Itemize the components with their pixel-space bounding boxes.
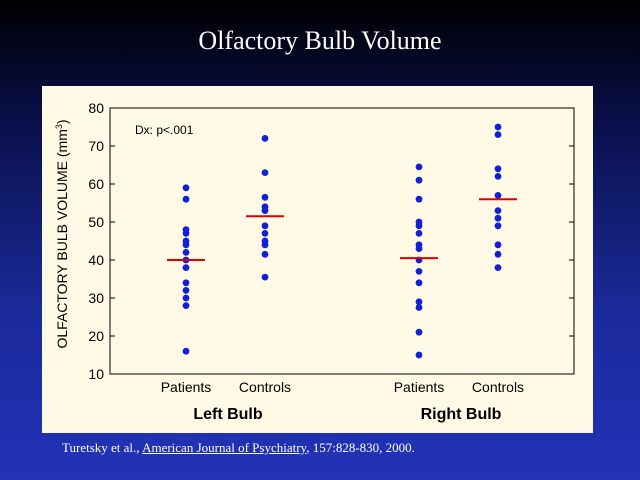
data-point — [494, 250, 502, 258]
data-point — [182, 241, 190, 249]
data-point — [415, 328, 423, 336]
y-axis-label-close: ) — [54, 119, 70, 124]
data-point — [494, 173, 502, 180]
mean-lines — [167, 198, 517, 261]
data-point — [415, 268, 423, 275]
y-tick-label: 70 — [88, 138, 104, 154]
data-point — [182, 249, 190, 256]
significance-annotation: Dx: p<.001 — [135, 123, 194, 137]
citation: Turetsky et al., American Journal of Psy… — [62, 440, 415, 456]
y-tick-label: 40 — [88, 252, 104, 268]
data-point — [494, 207, 502, 214]
slide-title: Olfactory Bulb Volume — [198, 26, 442, 55]
x-category-label: Controls — [239, 379, 291, 395]
data-point — [415, 230, 423, 237]
x-group-label: Right Bulb — [421, 406, 502, 423]
data-point — [261, 241, 269, 249]
data-point — [415, 279, 423, 287]
data-points — [182, 123, 502, 359]
data-point — [494, 192, 502, 199]
data-point — [494, 165, 502, 173]
data-point — [494, 264, 502, 271]
data-point — [494, 131, 502, 138]
data-point — [261, 193, 269, 201]
data-point — [494, 241, 502, 249]
y-tick-label: 50 — [88, 214, 104, 230]
y-tick-label: 10 — [88, 366, 104, 382]
data-point — [261, 207, 269, 214]
data-point — [261, 135, 269, 142]
data-point — [182, 230, 190, 237]
y-axis-label-superscript: 3 — [54, 124, 64, 129]
y-axis-label: OLFACTORY BULB VOLUME (mm3) — [54, 119, 70, 348]
chart-panel: OLFACTORY BULB VOLUME (mm3) 10 20 30 40 50 60… — [42, 86, 593, 433]
data-point — [261, 169, 269, 176]
citation-authors: Turetsky et al., — [62, 440, 143, 455]
data-point — [261, 230, 269, 237]
data-point — [182, 347, 190, 355]
citation-journal-link[interactable]: American Journal of Psychiatry — [142, 440, 307, 455]
x-category-label: Controls — [472, 379, 524, 395]
y-tick-label: 20 — [88, 328, 104, 344]
y-axis: 10 20 30 40 50 60 70 80 — [88, 100, 574, 382]
data-point — [182, 264, 190, 271]
x-axis-labels: Patients Controls Left Bulb Patients Control… — [161, 379, 524, 423]
citation-details: , 157:828-830, 2000. — [306, 440, 415, 455]
data-point — [182, 294, 190, 302]
data-point — [415, 222, 423, 230]
data-point — [494, 214, 502, 222]
data-point — [182, 302, 190, 309]
y-tick-label: 60 — [88, 176, 104, 192]
data-point — [494, 222, 502, 230]
data-point — [182, 287, 190, 294]
y-tick-label: 30 — [88, 290, 104, 306]
data-point — [182, 184, 190, 192]
x-group-label: Left Bulb — [193, 406, 263, 423]
y-axis-label-text: OLFACTORY BULB VOLUME (mm — [54, 129, 70, 348]
data-point — [415, 298, 423, 306]
x-category-label: Patients — [394, 379, 445, 395]
data-point — [261, 273, 269, 281]
y-tick-label: 80 — [88, 100, 104, 116]
data-point — [415, 245, 423, 253]
plot-frame — [109, 107, 575, 375]
svg-text:OLFACTORY BULB VOLUME (mm3): OLFACTORY BULB VOLUME (mm3) — [54, 119, 70, 348]
data-point — [415, 176, 423, 184]
data-point — [261, 250, 269, 258]
data-point — [182, 195, 190, 203]
data-point — [415, 163, 423, 171]
data-point — [415, 195, 423, 203]
data-point — [415, 351, 423, 359]
data-point — [182, 279, 190, 287]
data-point — [494, 123, 502, 131]
data-point — [415, 304, 423, 311]
scatter-chart: OLFACTORY BULB VOLUME (mm3) 10 20 30 40 50 60… — [54, 100, 575, 423]
x-category-label: Patients — [161, 379, 212, 395]
data-point — [261, 222, 269, 230]
